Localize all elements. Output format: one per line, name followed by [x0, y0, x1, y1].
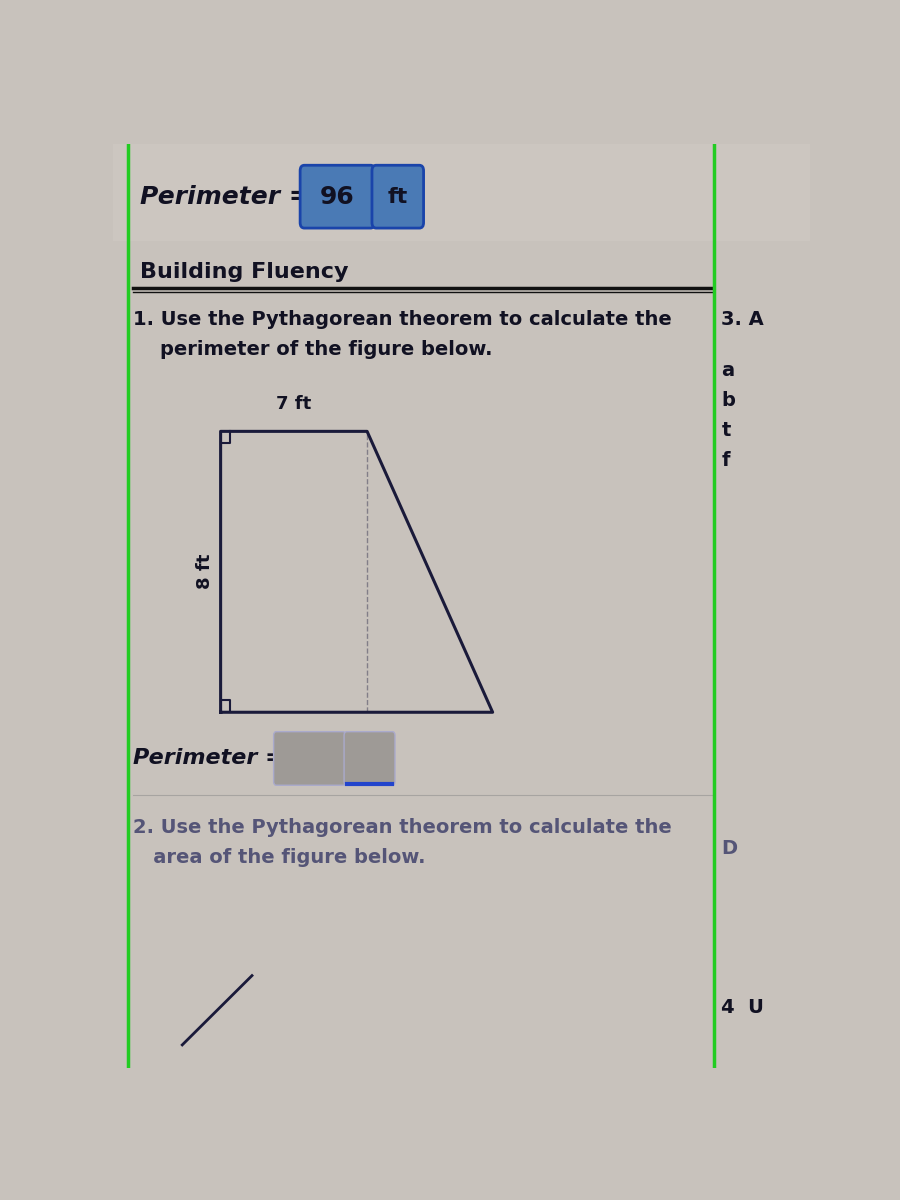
- FancyBboxPatch shape: [274, 732, 346, 785]
- Text: 7 ft: 7 ft: [276, 395, 311, 413]
- Text: Perimeter =: Perimeter =: [133, 749, 284, 768]
- Text: area of the figure below.: area of the figure below.: [133, 848, 426, 866]
- Text: ft: ft: [388, 187, 408, 206]
- Text: D: D: [722, 839, 737, 858]
- FancyBboxPatch shape: [372, 166, 424, 228]
- Bar: [112, 144, 810, 241]
- Text: f: f: [722, 450, 730, 469]
- Text: 4  U: 4 U: [722, 998, 764, 1018]
- Text: 3. A: 3. A: [722, 310, 764, 329]
- Text: Building Fluency: Building Fluency: [140, 262, 349, 282]
- Text: 1. Use the Pythagorean theorem to calculate the: 1. Use the Pythagorean theorem to calcul…: [133, 310, 672, 329]
- Text: Perimeter =: Perimeter =: [140, 185, 310, 209]
- Text: 8 ft: 8 ft: [196, 554, 214, 589]
- Text: 2. Use the Pythagorean theorem to calculate the: 2. Use the Pythagorean theorem to calcul…: [133, 818, 672, 838]
- Text: perimeter of the figure below.: perimeter of the figure below.: [133, 340, 493, 359]
- FancyBboxPatch shape: [300, 166, 374, 228]
- Text: 96: 96: [320, 185, 355, 209]
- Text: 13 ft: 13 ft: [333, 731, 381, 749]
- Text: a: a: [722, 361, 734, 380]
- Text: t: t: [722, 421, 731, 440]
- Text: b: b: [722, 391, 735, 410]
- FancyBboxPatch shape: [344, 732, 395, 785]
